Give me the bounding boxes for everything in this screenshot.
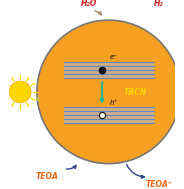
Bar bbox=[64, 62, 154, 78]
Text: h⁺: h⁺ bbox=[109, 101, 118, 106]
Text: TEOA⁺: TEOA⁺ bbox=[145, 180, 172, 189]
Circle shape bbox=[9, 81, 31, 103]
Circle shape bbox=[37, 20, 181, 164]
Text: e⁻: e⁻ bbox=[110, 54, 118, 60]
Text: H₂O: H₂O bbox=[81, 0, 97, 9]
Bar bbox=[64, 107, 154, 123]
Text: H₂: H₂ bbox=[154, 0, 164, 9]
Text: TEOA: TEOA bbox=[36, 172, 58, 181]
Text: TBCN: TBCN bbox=[124, 88, 147, 97]
